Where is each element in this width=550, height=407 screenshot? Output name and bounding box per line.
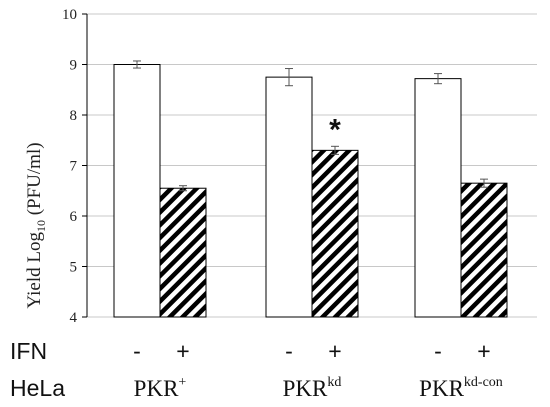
ifn-sign-label: -: [285, 338, 293, 364]
bar-ifn-minus: [113, 64, 161, 318]
category-labels: - +PKR+- +PKRkd- +PKRkd-con: [133, 338, 503, 401]
y-tick-label: 10: [62, 7, 77, 23]
bar-ifn-plus: [311, 149, 359, 318]
hela-group-label-base: PKR: [283, 376, 328, 401]
ifn-sign-label: -: [133, 338, 141, 364]
ifn-sign-label: +: [477, 338, 490, 364]
bar-ifn-minus: [265, 76, 313, 318]
ifn-sign-label: -: [434, 338, 442, 364]
significance-asterisk: *: [329, 113, 341, 146]
bars: *: [113, 60, 508, 318]
bar-ifn-minus: [414, 78, 462, 318]
y-tick-label: 8: [70, 108, 78, 124]
hela-group-label: PKRkd-con: [419, 375, 503, 401]
y-axis-title-main: Yield Log: [24, 232, 45, 309]
hela-group-label-superscript: kd: [327, 375, 341, 390]
ifn-sign-label: +: [328, 338, 341, 364]
y-axis-title-tail: (PFU/ml): [24, 142, 45, 220]
hela-group-label: PKRkd: [283, 375, 342, 401]
bar-ifn-plus: [460, 182, 508, 318]
hela-group-label-base: PKR: [134, 376, 179, 401]
bar-ifn-plus: [159, 187, 207, 318]
y-tick-label: 6: [70, 209, 78, 225]
hela-group-label-base: PKR: [419, 376, 464, 401]
y-tick-label: 7: [70, 159, 78, 175]
y-tick-labels: 4 5 6 7 8 9 10: [62, 7, 78, 326]
hela-group-label-superscript: +: [178, 375, 186, 390]
hela-group-label: PKR+: [134, 375, 187, 401]
y-tick-label: 4: [70, 310, 78, 326]
ifn-row-label: IFN: [10, 338, 47, 364]
y-axis-title-sub: 10: [34, 220, 48, 232]
y-tick-label: 5: [70, 260, 78, 276]
hela-row-label: HeLa: [10, 375, 65, 401]
y-tick-label: 9: [70, 58, 78, 74]
ifn-sign-label: +: [176, 338, 189, 364]
hela-group-label-superscript: kd-con: [464, 375, 503, 390]
y-axis-title: Yield Log10 (PFU/ml): [24, 142, 48, 308]
